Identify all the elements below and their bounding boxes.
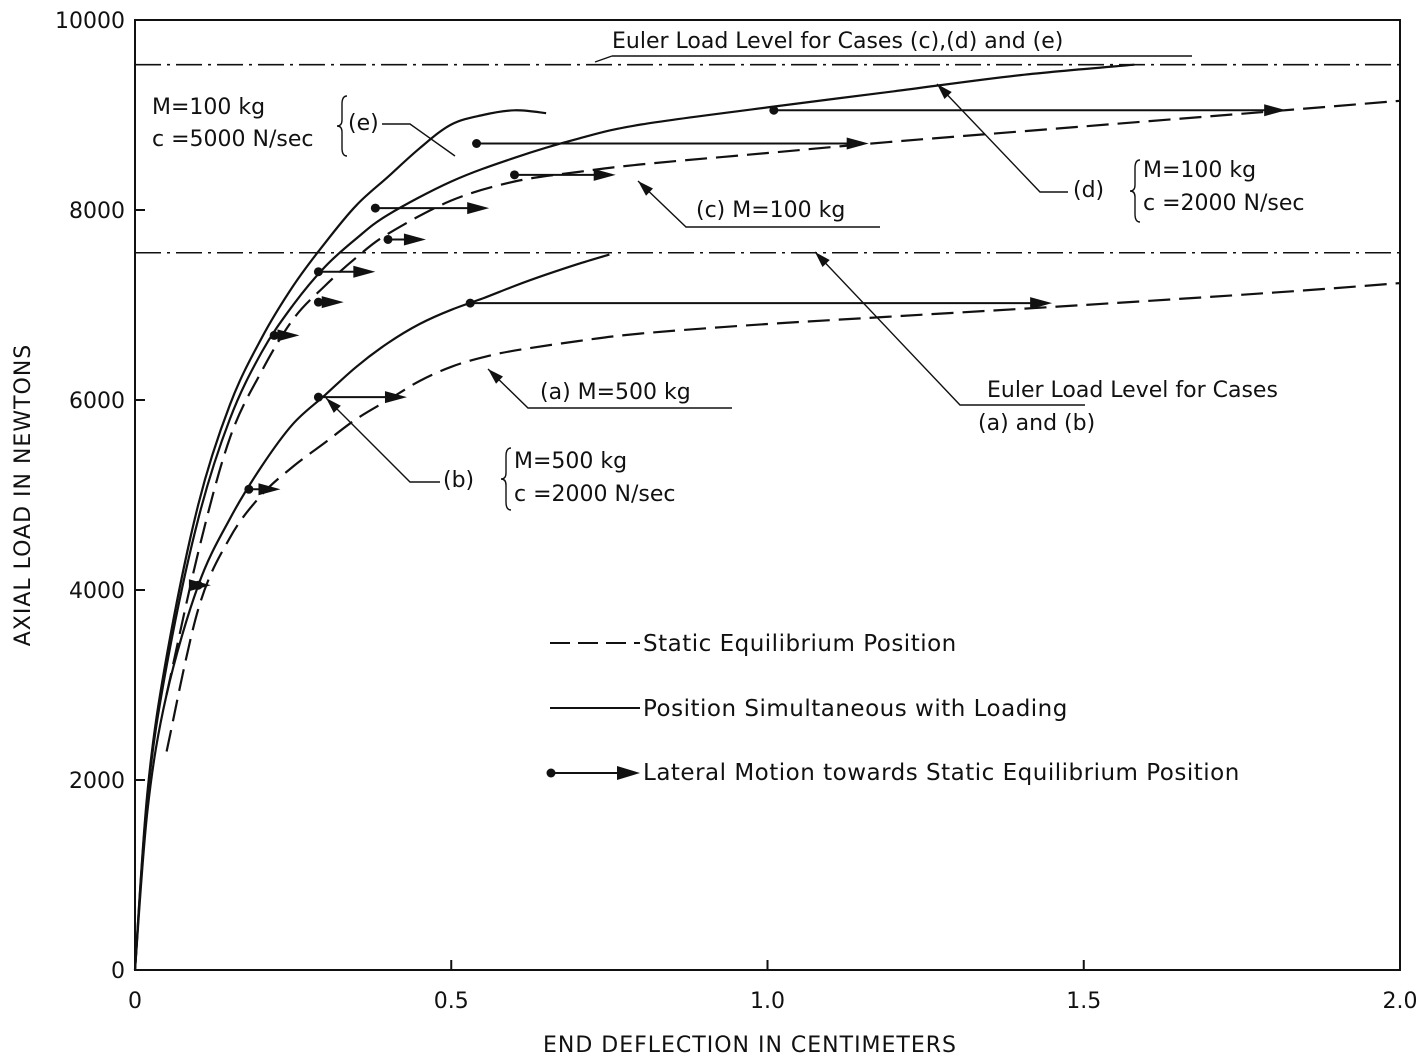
lateral-motion-arrow (313, 391, 407, 404)
case-b-arrowhead (326, 398, 341, 413)
case-e-tag: (e) (348, 111, 379, 136)
case-a-label: (a) M=500 kg (540, 380, 691, 405)
motion-arrowhead (277, 329, 300, 342)
y-tick-label: 10000 (55, 9, 125, 34)
lateral-motion-arrow (269, 329, 300, 342)
euler-ab-leader (814, 251, 1085, 406)
euler-label-ab-line2: (a) and (b) (978, 411, 1095, 436)
motion-arrowhead (403, 233, 426, 246)
curves (133, 63, 1401, 971)
case-d-mass: M=100 kg (1143, 158, 1256, 183)
motion-arrowhead (258, 483, 281, 496)
lateral-motion-arrow (383, 233, 426, 246)
series-2-solid (133, 63, 1135, 971)
euler-cde-leader (594, 55, 613, 63)
lateral-motion-arrow (472, 137, 869, 150)
legend-static-label: Static Equilibrium Position (643, 631, 957, 657)
leader-lines (325, 55, 1192, 511)
lateral-motion-arrow (769, 104, 1287, 117)
x-axis-label: END DEFLECTION IN CENTIMETERS (543, 1033, 957, 1058)
euler-label-cde: Euler Load Level for Cases (c),(d) and (… (612, 29, 1063, 54)
case-e-leader (382, 123, 456, 157)
case-e-mass: M=100 kg (152, 95, 265, 120)
motion-arrows (188, 104, 1287, 592)
y-axis-label: AXIAL LOAD IN NEWTONS (11, 344, 36, 647)
legend: Static Equilibrium Position Position Sim… (546, 631, 1240, 786)
case-d-brace (1129, 159, 1141, 223)
lateral-motion-arrow (188, 579, 211, 592)
euler-label-ab-line1: Euler Load Level for Cases (987, 378, 1278, 403)
case-d-tag: (d) (1073, 178, 1104, 203)
ticks: 0 0.5 1.0 1.5 2.0 0 2000 4000 6000 8000 10000 (55, 9, 1418, 1014)
motion-arrowhead (188, 579, 211, 592)
x-tick-label: 0.5 (434, 989, 469, 1014)
motion-arrowhead (1264, 104, 1287, 117)
series-4-solid (133, 253, 610, 971)
y-tick-label: 2000 (69, 769, 125, 794)
y-tick-label: 8000 (69, 199, 125, 224)
motion-arrowhead (384, 391, 407, 404)
motion-arrowhead (593, 168, 616, 181)
case-d-leader (936, 83, 1068, 193)
case-e-brace (336, 95, 348, 157)
case-c-label: (c) M=100 kg (696, 198, 845, 223)
lateral-motion-arrow (313, 296, 344, 309)
case-b-brace (500, 447, 512, 511)
x-tick-label: 2.0 (1383, 989, 1418, 1014)
x-tick-label: 1.0 (750, 989, 785, 1014)
case-b-tag: (b) (443, 468, 474, 493)
series-5-dashed (165, 282, 1401, 752)
lateral-motion-arrow (510, 168, 616, 181)
legend-motion-arrowhead (617, 766, 640, 780)
x-tick-label: 0 (128, 989, 142, 1014)
lateral-motion-arrow (465, 297, 1053, 310)
series-1-solid (133, 109, 547, 971)
euler-lines (135, 63, 1400, 254)
motion-arrowhead (321, 296, 344, 309)
euler-ab-arrowhead (815, 252, 830, 267)
case-b-mass: M=500 kg (514, 449, 627, 474)
case-b-damping: c =2000 N/sec (514, 482, 675, 507)
y-tick-label: 6000 (69, 389, 125, 414)
legend-motion-label: Lateral Motion towards Static Equilibriu… (643, 760, 1240, 786)
lateral-motion-arrow (313, 265, 376, 278)
x-tick-label: 1.5 (1066, 989, 1101, 1014)
motion-arrowhead (1030, 297, 1053, 310)
y-tick-label: 0 (111, 959, 125, 984)
y-tick-label: 4000 (69, 579, 125, 604)
case-e-damping: c =5000 N/sec (152, 127, 313, 152)
case-a-leader (487, 368, 732, 409)
series-3-dashed (165, 99, 1401, 695)
case-d-damping: c =2000 N/sec (1143, 191, 1304, 216)
motion-arrowhead (846, 137, 869, 150)
case-b-leader (325, 397, 440, 483)
case-d-arrowhead (937, 84, 952, 99)
motion-arrowhead (353, 265, 376, 278)
case-c-leader (637, 180, 880, 228)
legend-simultaneous-label: Position Simultaneous with Loading (643, 696, 1068, 722)
motion-arrowhead (467, 202, 490, 215)
case-c-arrowhead (638, 181, 653, 196)
lateral-motion-arrow (370, 202, 490, 215)
case-a-arrowhead (488, 369, 503, 384)
lateral-motion-arrow (244, 483, 281, 496)
